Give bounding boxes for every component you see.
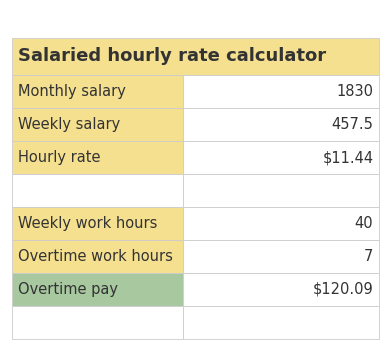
Bar: [183, 273, 379, 306]
Text: 40: 40: [355, 216, 373, 231]
Text: Salaried hourly rate calculator: Salaried hourly rate calculator: [18, 48, 326, 65]
Bar: [12, 273, 183, 306]
Text: 1830: 1830: [336, 84, 373, 99]
Bar: [183, 108, 379, 141]
Text: 7: 7: [364, 249, 373, 264]
Bar: [183, 306, 379, 339]
Bar: [12, 75, 183, 108]
Bar: [12, 141, 183, 174]
Bar: [183, 75, 379, 108]
Text: Hourly rate: Hourly rate: [18, 150, 100, 165]
Text: $11.44: $11.44: [322, 150, 373, 165]
Bar: [12, 174, 183, 207]
Bar: [12, 38, 379, 75]
Bar: [183, 207, 379, 240]
Text: Overtime work hours: Overtime work hours: [18, 249, 172, 264]
Text: Weekly salary: Weekly salary: [18, 117, 120, 132]
Text: Monthly salary: Monthly salary: [18, 84, 126, 99]
Bar: [183, 141, 379, 174]
Bar: [183, 240, 379, 273]
Bar: [12, 306, 183, 339]
Bar: [12, 240, 183, 273]
Bar: [12, 207, 183, 240]
Bar: [12, 108, 183, 141]
Text: $120.09: $120.09: [313, 282, 373, 297]
Text: Weekly work hours: Weekly work hours: [18, 216, 157, 231]
Text: Overtime pay: Overtime pay: [18, 282, 118, 297]
Bar: [183, 174, 379, 207]
Text: 457.5: 457.5: [332, 117, 373, 132]
